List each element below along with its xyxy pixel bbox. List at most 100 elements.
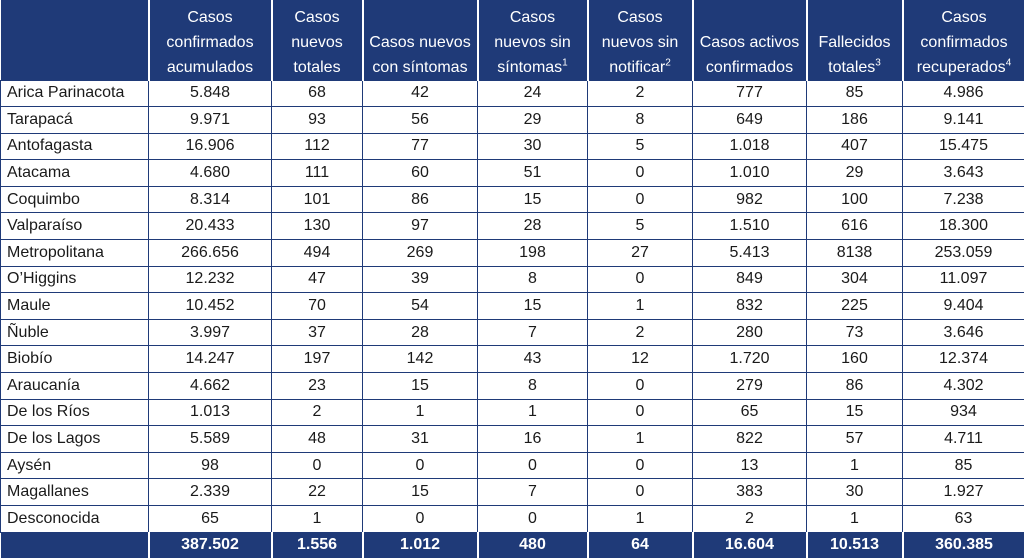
value-cell: 37 [272, 319, 363, 346]
value-cell: 2.339 [149, 479, 272, 506]
value-cell: 100 [807, 186, 903, 213]
value-cell: 5.413 [693, 240, 807, 267]
value-cell: 0 [588, 160, 693, 187]
new-symptomatic-header: Casos nuevos con síntomas [363, 0, 478, 80]
value-cell: 1.010 [693, 160, 807, 187]
value-cell: 42 [363, 80, 478, 107]
value-cell: 60 [363, 160, 478, 187]
value-cell: 1 [588, 426, 693, 453]
deaths-total-header: Fallecidos totales3 [807, 0, 903, 80]
value-cell: 28 [478, 213, 588, 240]
value-cell: 2 [588, 80, 693, 107]
region-cell: Magallanes [1, 479, 149, 506]
value-cell: 4.680 [149, 160, 272, 187]
value-cell: 57 [807, 426, 903, 453]
total-cell: 480 [478, 532, 588, 558]
value-cell: 253.059 [903, 240, 1024, 267]
total-cell: 360.385 [903, 532, 1024, 558]
region-cell: Coquimbo [1, 186, 149, 213]
value-cell: 0 [363, 506, 478, 533]
value-cell: 16.906 [149, 133, 272, 160]
value-cell: 48 [272, 426, 363, 453]
new-asymptomatic-header: Casos nuevos sin síntomas1 [478, 0, 588, 80]
value-cell: 1 [807, 506, 903, 533]
value-cell: 63 [903, 506, 1024, 533]
value-cell: 1.927 [903, 479, 1024, 506]
value-cell: 649 [693, 107, 807, 134]
value-cell: 30 [807, 479, 903, 506]
value-cell: 5.589 [149, 426, 272, 453]
value-cell: 3.643 [903, 160, 1024, 187]
region-cell: De los Ríos [1, 399, 149, 426]
value-cell: 86 [807, 373, 903, 400]
value-cell: 130 [272, 213, 363, 240]
value-cell: 65 [693, 399, 807, 426]
value-cell: 280 [693, 319, 807, 346]
value-cell: 29 [807, 160, 903, 187]
recovered-header: Casos confirmados recuperados4 [903, 0, 1024, 80]
header-label: Casos nuevos sin síntomas [494, 9, 571, 76]
value-cell: 934 [903, 399, 1024, 426]
value-cell: 1 [807, 452, 903, 479]
value-cell: 27 [588, 240, 693, 267]
value-cell: 77 [363, 133, 478, 160]
value-cell: 39 [363, 266, 478, 293]
total-cell: 10.513 [807, 532, 903, 558]
value-cell: 20.433 [149, 213, 272, 240]
value-cell: 86 [363, 186, 478, 213]
value-cell: 10.452 [149, 293, 272, 320]
value-cell: 12 [588, 346, 693, 373]
value-cell: 22 [272, 479, 363, 506]
value-cell: 43 [478, 346, 588, 373]
total-cell: 16.604 [693, 532, 807, 558]
value-cell: 101 [272, 186, 363, 213]
value-cell: 15 [478, 186, 588, 213]
region-cell: Metropolitana [1, 240, 149, 267]
value-cell: 3.646 [903, 319, 1024, 346]
value-cell: 0 [478, 506, 588, 533]
value-cell: 0 [478, 452, 588, 479]
region-cell: Maule [1, 293, 149, 320]
region-cell: De los Lagos [1, 426, 149, 453]
value-cell: 304 [807, 266, 903, 293]
value-cell: 24 [478, 80, 588, 107]
value-cell: 85 [903, 452, 1024, 479]
region-cell: Arica Parinacota [1, 80, 149, 107]
value-cell: 9.404 [903, 293, 1024, 320]
value-cell: 9.971 [149, 107, 272, 134]
new-unreported-header: Casos nuevos sin notificar2 [588, 0, 693, 80]
value-cell: 8 [478, 266, 588, 293]
value-cell: 225 [807, 293, 903, 320]
value-cell: 30 [478, 133, 588, 160]
value-cell: 982 [693, 186, 807, 213]
value-cell: 12.232 [149, 266, 272, 293]
new-total-header: Casos nuevos totales [272, 0, 363, 80]
value-cell: 98 [149, 452, 272, 479]
value-cell: 11.097 [903, 266, 1024, 293]
value-cell: 0 [588, 373, 693, 400]
total-cell: 1.556 [272, 532, 363, 558]
header-label: Casos confirmados recuperados [917, 9, 1008, 76]
value-cell: 8138 [807, 240, 903, 267]
value-cell: 4.711 [903, 426, 1024, 453]
total-cell: 387.502 [149, 532, 272, 558]
region-cell: Ñuble [1, 319, 149, 346]
region-cell: Araucanía [1, 373, 149, 400]
footnote-marker: 2 [665, 57, 671, 68]
value-cell: 15 [807, 399, 903, 426]
value-cell: 1 [363, 399, 478, 426]
value-cell: 266.656 [149, 240, 272, 267]
value-cell: 2 [272, 399, 363, 426]
